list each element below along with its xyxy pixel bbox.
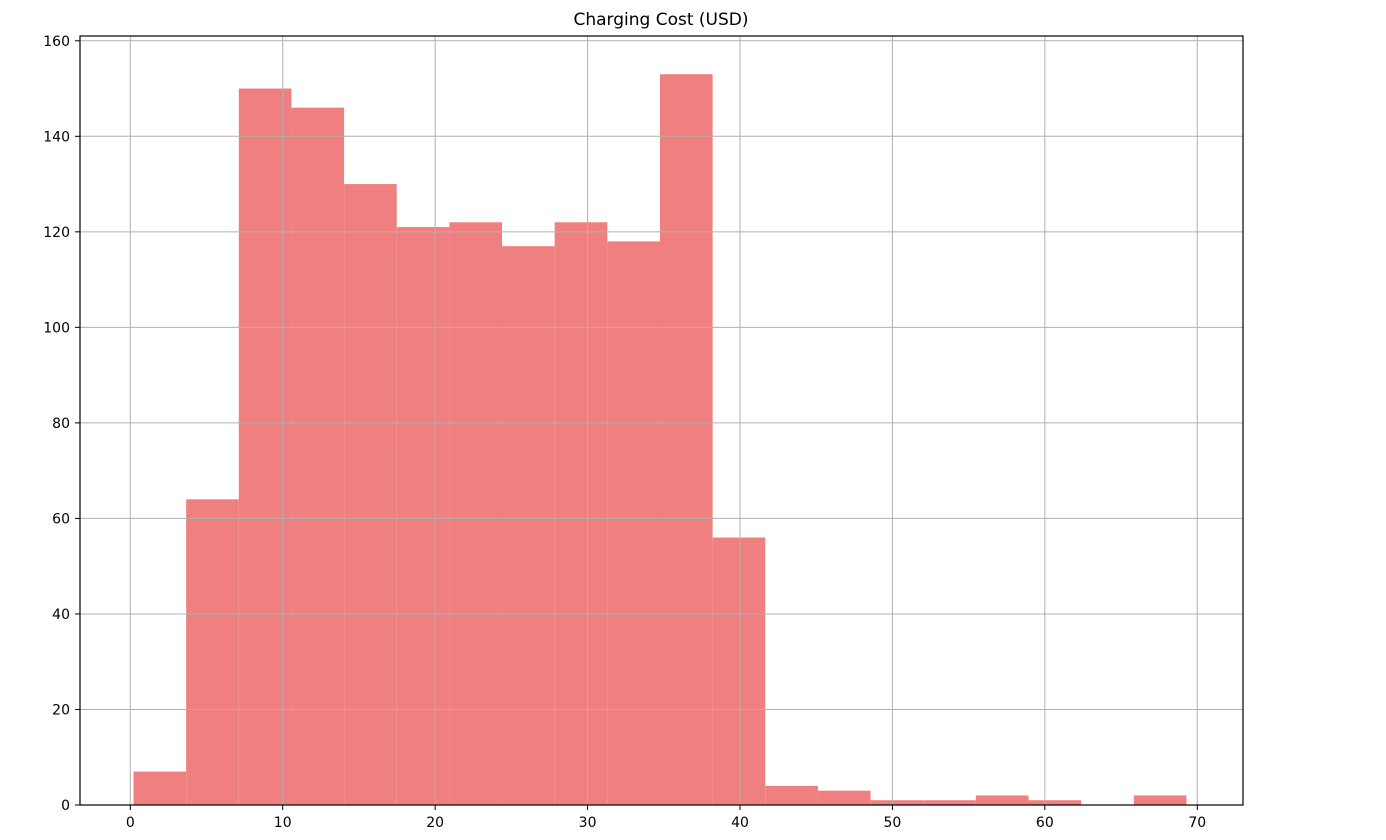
histogram-bar-19 — [1133, 795, 1187, 805]
histogram-bar-4 — [344, 184, 397, 805]
histogram-bar-2 — [238, 88, 292, 805]
histogram-bar-12 — [765, 785, 818, 805]
y-tick-label-3: 60 — [52, 511, 70, 527]
histogram-bar-15 — [923, 800, 976, 805]
grid-layer — [80, 36, 1243, 806]
chart-title: Charging Cost (USD) — [573, 10, 748, 30]
histogram-bar-1 — [186, 499, 239, 805]
histogram-bar-3 — [291, 107, 345, 805]
histogram-bar-14 — [870, 800, 924, 805]
x-tick-label-6: 60 — [1036, 815, 1054, 831]
y-tick-label-5: 100 — [43, 320, 70, 336]
histogram-bar-0 — [133, 771, 187, 805]
x-tick-label-0: 0 — [126, 815, 135, 831]
x-tick-label-5: 50 — [884, 815, 902, 831]
y-tick-label-6: 120 — [43, 225, 70, 241]
x-tick-label-2: 20 — [426, 815, 444, 831]
ticks-layer: 0 10 20 30 40 50 60 70 0 20 40 60 80 100 120 140 160 — [43, 34, 1206, 831]
histogram-bar-16 — [975, 795, 1029, 805]
y-tick-label-7: 140 — [43, 129, 70, 145]
histogram-bar-13 — [817, 790, 871, 805]
x-tick-label-1: 10 — [274, 815, 292, 831]
y-tick-label-2: 40 — [52, 607, 70, 623]
histogram-bar-8 — [554, 222, 608, 805]
bars-layer — [133, 74, 1187, 806]
histogram-bar-9 — [607, 241, 660, 806]
y-tick-label-1: 20 — [52, 702, 70, 718]
y-tick-label-8: 160 — [43, 34, 70, 50]
x-tick-label-3: 30 — [579, 815, 597, 831]
x-tick-label-4: 40 — [731, 815, 749, 831]
axes-layer — [79, 35, 1244, 806]
histogram-bar-11 — [712, 537, 766, 805]
plot-frame — [79, 35, 1244, 806]
y-tick-label-0: 0 — [61, 798, 70, 814]
histogram-bar-5 — [396, 227, 450, 805]
histogram-bar-7 — [502, 246, 555, 805]
histogram-bar-6 — [449, 222, 503, 805]
histogram-bar-17 — [1028, 800, 1082, 805]
histogram-bar-10 — [659, 74, 713, 805]
x-tick-label-7: 70 — [1188, 815, 1206, 831]
y-tick-label-4: 80 — [52, 416, 70, 432]
